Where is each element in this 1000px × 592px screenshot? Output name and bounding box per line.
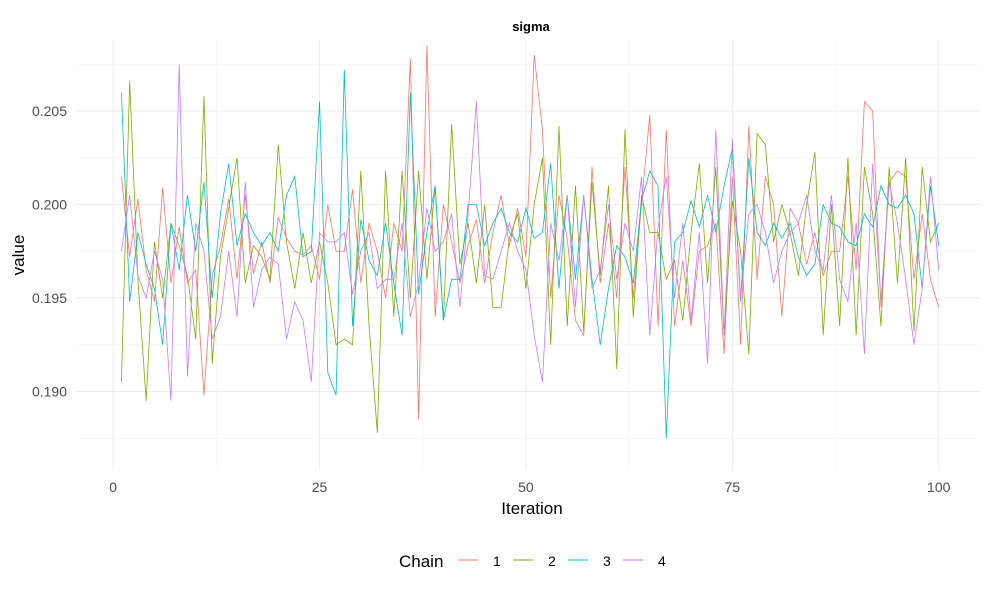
x-axis-title: Iteration [501, 499, 562, 518]
series-line-chain-2 [121, 81, 940, 433]
x-tick-label: 0 [109, 479, 117, 495]
x-axis-ticks: 0 25 50 75 100 [109, 479, 950, 495]
x-tick-label: 25 [312, 479, 328, 495]
legend-label-chain-4: 4 [658, 553, 666, 569]
series-line-chain-4 [121, 64, 940, 401]
x-tick-label: 75 [725, 479, 741, 495]
grid [76, 40, 980, 470]
y-tick-label: 0.190 [32, 383, 67, 399]
legend-label-chain-3: 3 [603, 553, 611, 569]
y-axis-title: value [9, 235, 28, 276]
legend-items: 1 2 3 4 [458, 553, 666, 569]
y-axis-ticks: 0.190 0.195 0.200 0.205 [32, 103, 67, 399]
y-tick-label: 0.200 [32, 197, 67, 213]
legend-title: Chain [399, 552, 443, 571]
legend-label-chain-1: 1 [493, 553, 501, 569]
legend: Chain 1 2 3 4 [399, 552, 666, 571]
plot-title: sigma [512, 19, 550, 34]
x-tick-label: 100 [927, 479, 951, 495]
series-line-chain-3 [121, 69, 940, 439]
series-line-chain-1 [121, 45, 940, 420]
x-tick-label: 50 [518, 479, 534, 495]
series-lines [121, 45, 940, 439]
y-tick-label: 0.195 [32, 290, 67, 306]
legend-label-chain-2: 2 [548, 553, 556, 569]
y-tick-label: 0.205 [32, 103, 67, 119]
